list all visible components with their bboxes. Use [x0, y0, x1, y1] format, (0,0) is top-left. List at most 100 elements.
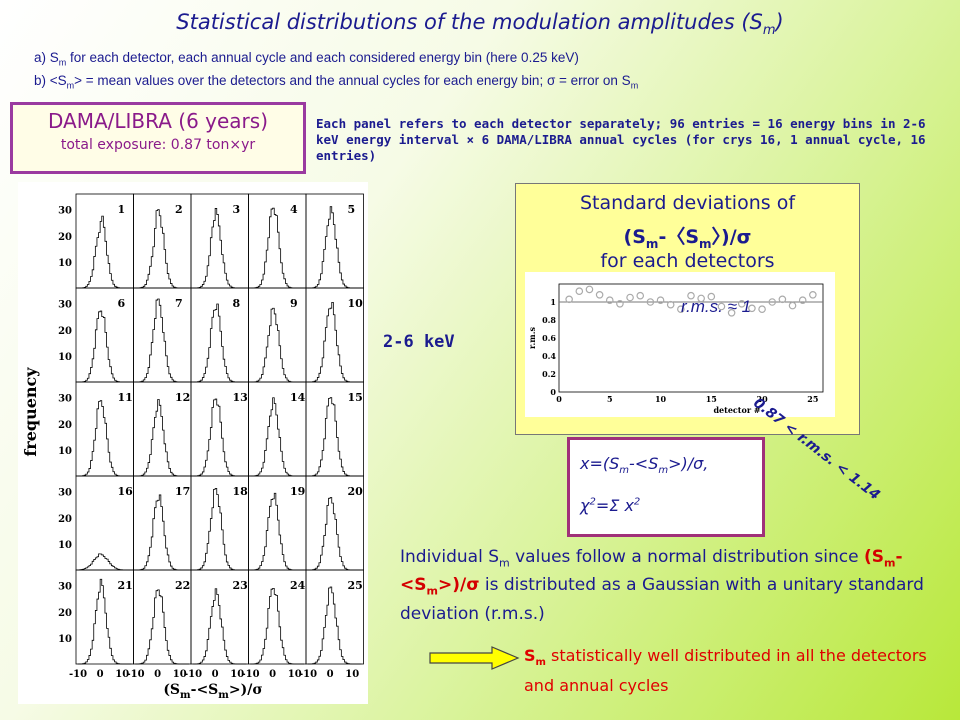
rms-ytick: 0.4	[542, 351, 556, 361]
std-box-line3: for each detectors	[600, 250, 775, 272]
histo-panel-number: 6	[118, 297, 126, 310]
histo-bars	[250, 588, 305, 665]
histo-xtick: -10	[299, 669, 317, 680]
histo-xtick: 0	[154, 669, 161, 680]
histo-xtick: 10	[288, 669, 302, 680]
rms-point	[626, 293, 634, 302]
histo-bars	[192, 487, 247, 571]
histo-panel-number: 16	[118, 485, 134, 498]
histo-ytick: 30	[58, 206, 72, 217]
dama-libra-box: DAMA/LIBRA (6 years) total exposure: 0.8…	[10, 102, 306, 174]
histo-panel-number: 10	[348, 297, 364, 310]
arrow-right-icon	[429, 646, 520, 670]
histo-panel-number: 19	[290, 485, 305, 498]
dama-box-title: DAMA/LIBRA (6 years)	[47, 109, 269, 133]
histo-bars	[192, 208, 247, 289]
dama-box-subtitle: total exposure: 0.87 ton×yr	[60, 137, 256, 153]
histo-ytick: 20	[58, 514, 72, 525]
histo-bars	[250, 492, 305, 571]
histo-panel-number: 2	[175, 203, 183, 216]
rms-xtick: 10	[655, 394, 667, 404]
rms-ytick: 0.2	[542, 369, 556, 379]
histo-panel-number: 1	[118, 203, 126, 216]
histo-panel-number: 7	[175, 297, 183, 310]
histo-bars	[192, 398, 247, 477]
rms-point	[717, 302, 726, 311]
panel-description: Each panel refers to each detector separ…	[316, 116, 926, 163]
histo-panel-number: 17	[175, 485, 190, 498]
histo-bars	[307, 397, 362, 477]
formula-chi2: χ2=Σ x2	[580, 496, 641, 515]
histo-panel-number: 20	[348, 485, 364, 498]
rms-xtick: 0	[556, 394, 562, 404]
rms-ytick: 0.6	[542, 333, 556, 343]
histo-xtick: 0	[212, 669, 219, 680]
histo-panel-number: 21	[118, 579, 133, 592]
histo-bars	[307, 586, 362, 665]
rms-point	[697, 294, 705, 303]
histo-bars	[192, 303, 247, 383]
histo-xtick: 0	[97, 669, 104, 680]
histo-ytick: 30	[58, 300, 72, 311]
rms-point	[595, 290, 604, 299]
slide-title: Statistical distributions of the modulat…	[176, 10, 784, 39]
histo-xtick: -10	[126, 669, 144, 680]
histo-bars	[77, 578, 132, 665]
std-box-line2: (Sm-〈Sm〉)/σ	[623, 226, 752, 251]
rms-ytick: 1	[550, 297, 556, 307]
histo-bars	[135, 494, 190, 571]
rms-xtick: 25	[807, 394, 818, 404]
std-box-line1: Standard deviations of	[579, 192, 796, 214]
histo-xlabel: (Sm-<Sm>)/σ	[163, 682, 262, 701]
histo-ylabel: frequency	[21, 367, 40, 457]
histo-xtick: -10	[184, 669, 202, 680]
histo-bars	[135, 589, 190, 665]
histo-bars	[250, 397, 305, 477]
rms-point	[727, 308, 736, 317]
formula-box: x=(Sm-<Sm>)/σ, χ2=Σ x2	[567, 437, 765, 537]
histo-panel-number: 4	[290, 203, 298, 216]
rms-xtick: 15	[706, 394, 717, 404]
histo-ytick: 10	[58, 540, 72, 551]
rms-ytick: 0	[550, 387, 556, 397]
histo-xtick: 10	[173, 669, 187, 680]
histo-ytick: 10	[58, 352, 72, 363]
histo-bars	[135, 298, 190, 383]
rms-point	[809, 290, 817, 299]
rms-point	[585, 285, 594, 294]
histo-bars	[192, 588, 247, 665]
histo-panel-number: 3	[233, 203, 241, 216]
histo-bars	[250, 307, 305, 383]
histo-xtick: 10	[115, 669, 129, 680]
histo-xtick: 10	[345, 669, 359, 680]
histo-panel-number: 18	[233, 485, 249, 498]
rms-ytick: 0.8	[542, 315, 556, 325]
rms-point	[636, 291, 645, 300]
histo-ytick: 20	[58, 232, 72, 243]
note-b: b) <Sm> = mean values over the detectors…	[34, 73, 639, 91]
histo-ytick: 10	[58, 258, 72, 269]
energy-label: 2-6 keV	[383, 332, 455, 352]
histo-panel-number: 14	[290, 391, 306, 404]
conclusion-text: Sm statistically well distributed in all…	[524, 646, 927, 696]
rms-point	[788, 301, 797, 310]
rms-point	[616, 299, 624, 308]
rms-point	[646, 298, 655, 306]
histo-panel-number: 25	[348, 579, 363, 592]
rms-point	[666, 300, 675, 309]
histo-ytick: 10	[58, 446, 72, 457]
rms-point	[565, 295, 573, 304]
rms-point	[707, 292, 716, 301]
histo-bars	[307, 301, 362, 383]
histo-ytick: 30	[58, 488, 72, 499]
rms-point	[687, 291, 695, 300]
rms-point	[605, 296, 614, 305]
histo-panel-number: 11	[118, 391, 133, 404]
histo-panel-number: 9	[290, 297, 298, 310]
rms-xtick: 20	[757, 394, 769, 404]
histo-xtick: 10	[230, 669, 244, 680]
histo-ytick: 30	[58, 394, 72, 405]
rms-point	[768, 298, 777, 306]
